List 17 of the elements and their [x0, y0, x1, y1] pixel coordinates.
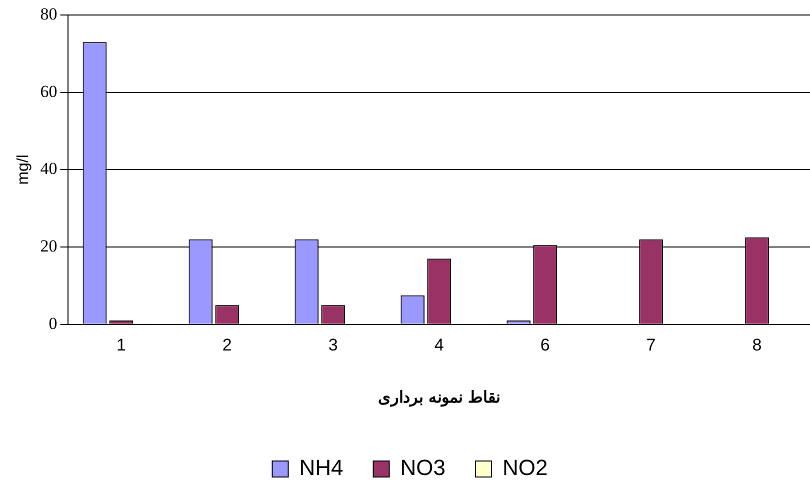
x-tick-label: 6 — [540, 335, 550, 354]
x-tick-label: 2 — [222, 335, 232, 354]
y-tick-label: 80 — [40, 4, 58, 24]
legend-label: NH4 — [299, 455, 344, 480]
x-tick-label: 8 — [752, 335, 762, 354]
x-tick-label: 3 — [328, 335, 338, 354]
legend-label: NO3 — [400, 455, 446, 480]
y-tick-label: 60 — [40, 82, 58, 101]
y-tick-label: 20 — [40, 236, 58, 256]
x-axis-title: نقاط نمونه برداری — [378, 388, 500, 408]
y-tick-label: 0 — [48, 314, 58, 333]
legend-label: NO2 — [502, 455, 548, 480]
y-tick-label: 40 — [40, 159, 58, 178]
x-tick-label: 7 — [646, 335, 656, 354]
x-tick-label: 4 — [434, 335, 444, 354]
x-tick-label: 1 — [116, 335, 126, 354]
y-axis-title: mg/l — [15, 154, 32, 185]
